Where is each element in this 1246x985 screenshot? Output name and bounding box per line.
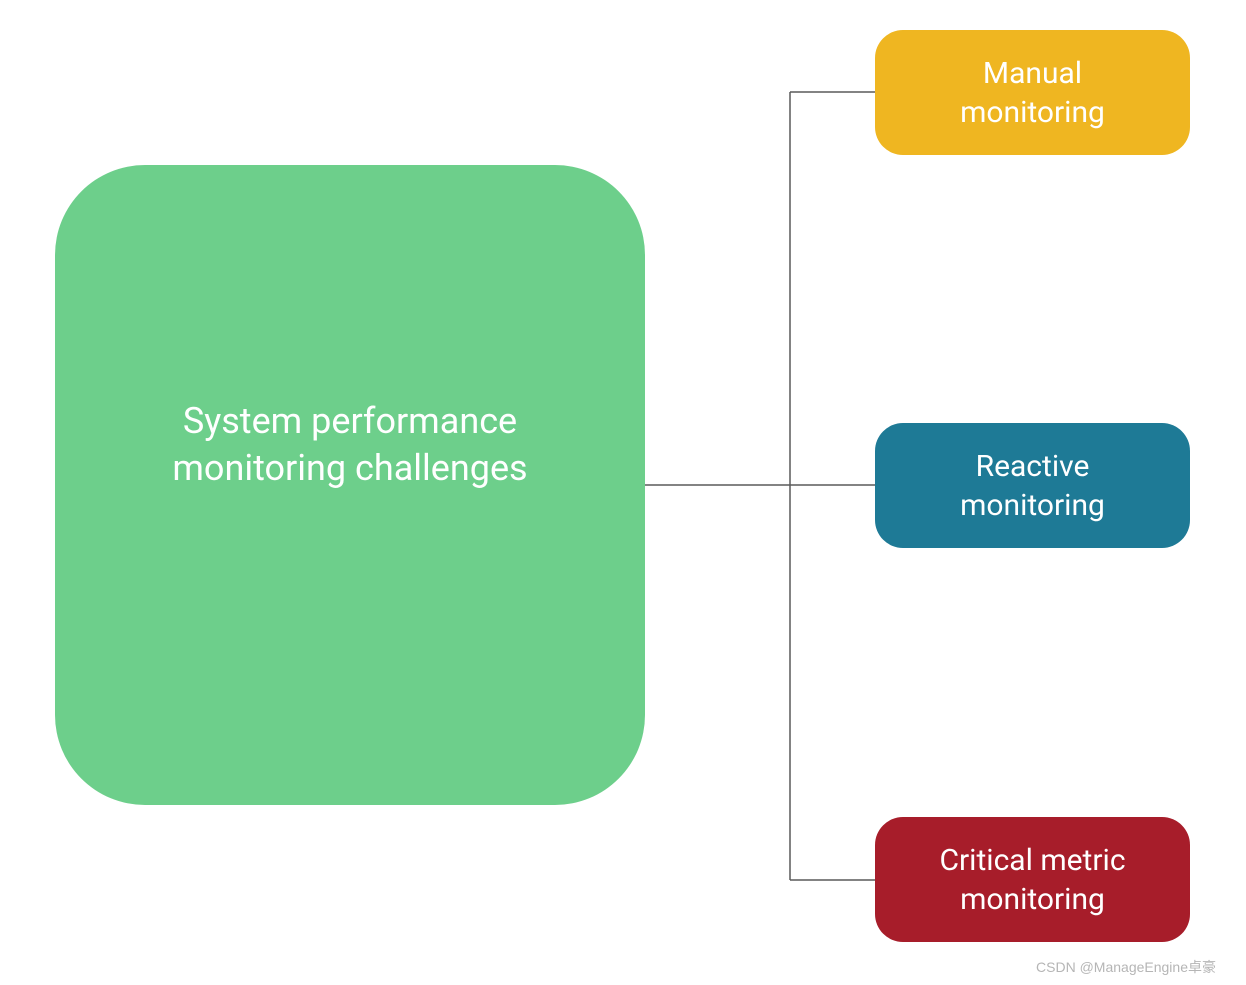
main-node-label: System performancemonitoring challenges [172, 398, 527, 492]
child-node-manual: Manualmonitoring [875, 30, 1190, 155]
diagram-container: System performancemonitoring challenges … [0, 0, 1246, 985]
child-node-label-reactive: Reactivemonitoring [960, 447, 1105, 525]
child-node-critical: Critical metricmonitoring [875, 817, 1190, 942]
child-node-label-critical: Critical metricmonitoring [939, 841, 1125, 919]
main-node-system-performance: System performancemonitoring challenges [55, 165, 645, 805]
watermark-text: CSDN @ManageEngine卓豪 [1036, 957, 1216, 977]
child-node-reactive: Reactivemonitoring [875, 423, 1190, 548]
child-node-label-manual: Manualmonitoring [960, 54, 1105, 132]
